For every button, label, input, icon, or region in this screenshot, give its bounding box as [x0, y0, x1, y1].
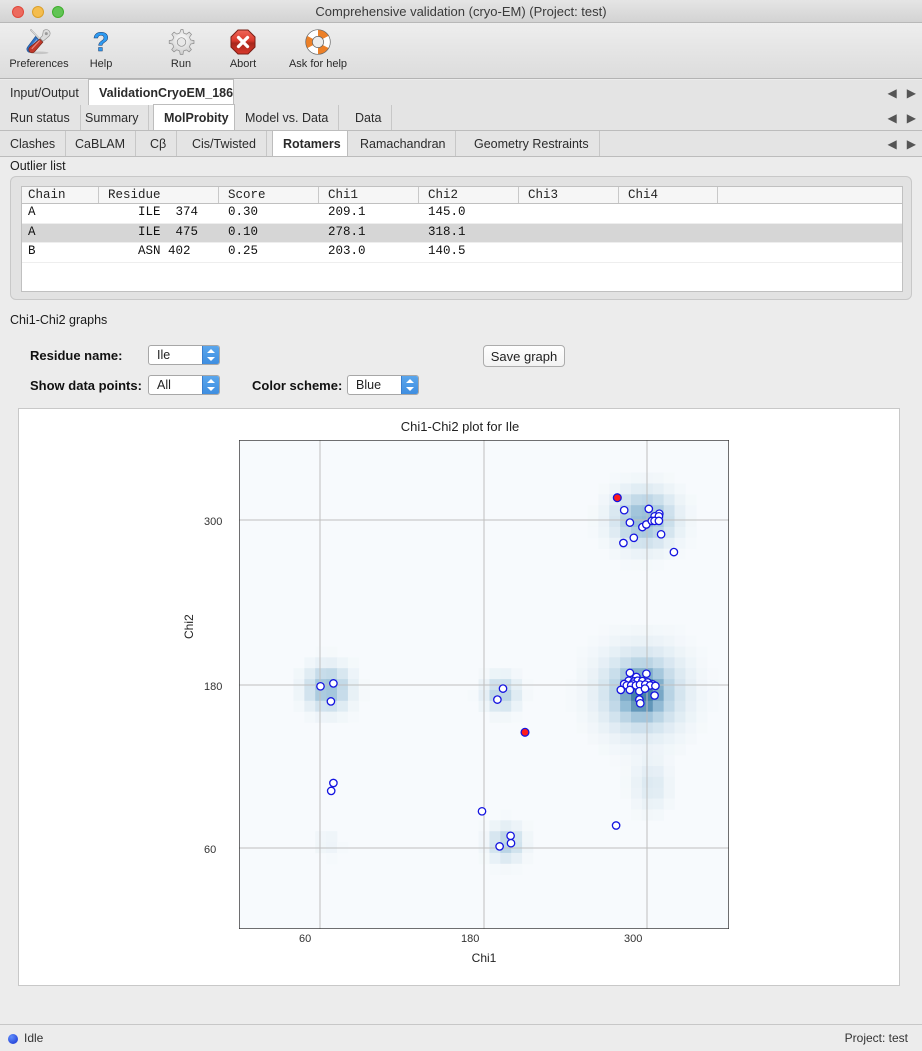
svg-text:?: ? — [93, 27, 110, 57]
